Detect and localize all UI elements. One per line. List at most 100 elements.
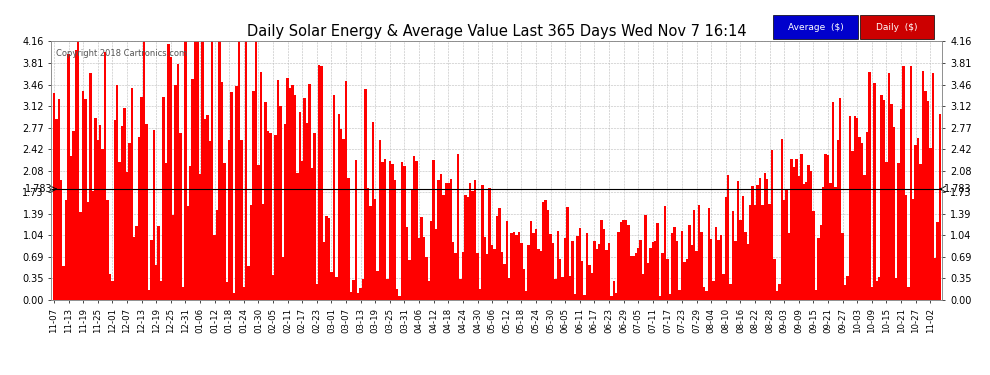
Bar	[316, 284, 318, 300]
Bar	[506, 221, 508, 300]
Bar	[326, 216, 328, 300]
Bar	[174, 85, 177, 300]
Bar	[469, 183, 471, 300]
Bar	[231, 92, 233, 300]
Bar	[318, 65, 321, 300]
Bar	[551, 243, 554, 300]
Bar	[289, 88, 291, 300]
Bar	[428, 281, 430, 300]
Bar	[710, 239, 713, 300]
Bar	[564, 238, 566, 300]
Bar	[825, 154, 827, 300]
Bar	[416, 161, 418, 300]
Bar	[530, 221, 533, 300]
Bar	[888, 73, 890, 300]
Bar	[883, 100, 885, 300]
Bar	[106, 200, 109, 300]
Bar	[700, 232, 703, 300]
Bar	[119, 162, 121, 300]
Bar	[573, 294, 576, 300]
Bar	[780, 139, 783, 300]
Bar	[262, 204, 264, 300]
Bar	[518, 232, 520, 300]
Bar	[403, 166, 406, 300]
Bar	[493, 249, 496, 300]
Bar	[898, 163, 900, 300]
Bar	[411, 190, 413, 300]
Bar	[591, 273, 593, 300]
Bar	[321, 66, 323, 300]
Bar	[642, 274, 644, 300]
Bar	[678, 290, 681, 300]
Bar	[651, 242, 654, 300]
Bar	[96, 140, 99, 300]
Bar	[832, 102, 835, 300]
Bar	[720, 235, 722, 300]
Bar	[104, 53, 106, 300]
Bar	[157, 226, 159, 300]
Bar	[623, 220, 625, 300]
Bar	[822, 187, 825, 300]
Bar	[79, 212, 82, 300]
Bar	[323, 242, 326, 300]
Bar	[900, 109, 902, 300]
Bar	[396, 289, 398, 300]
Bar	[827, 155, 830, 300]
Bar	[581, 261, 583, 300]
Bar	[525, 291, 528, 300]
Bar	[870, 286, 873, 300]
Bar	[267, 131, 269, 300]
Text: Average  ($): Average ($)	[788, 22, 843, 32]
Bar	[498, 208, 501, 300]
Bar	[52, 93, 55, 300]
Bar	[241, 140, 243, 300]
Bar	[284, 124, 286, 300]
Bar	[152, 129, 155, 300]
Bar	[376, 271, 379, 300]
Bar	[820, 225, 822, 300]
Bar	[778, 285, 780, 300]
Bar	[681, 231, 683, 300]
Bar	[598, 244, 601, 300]
Bar	[666, 259, 668, 300]
Bar	[454, 253, 456, 300]
Bar	[654, 241, 656, 300]
Bar	[191, 78, 194, 300]
Bar	[184, 41, 186, 300]
Bar	[695, 251, 698, 300]
Bar	[294, 95, 296, 300]
Bar	[196, 41, 199, 300]
Bar	[920, 165, 922, 300]
Bar	[559, 260, 561, 300]
Bar	[474, 180, 476, 300]
Bar	[795, 159, 798, 300]
Bar	[333, 95, 335, 300]
Bar	[742, 196, 744, 300]
Bar	[861, 142, 863, 300]
Bar	[259, 72, 262, 300]
Bar	[902, 66, 905, 300]
Bar	[352, 280, 354, 300]
Bar	[340, 129, 343, 300]
Bar	[177, 64, 179, 300]
Bar	[790, 159, 793, 300]
Bar	[398, 297, 401, 300]
Bar	[613, 281, 615, 300]
Bar	[74, 50, 77, 300]
Bar	[466, 197, 469, 300]
Bar	[583, 295, 586, 300]
Bar	[698, 205, 700, 300]
Bar	[391, 164, 393, 300]
Bar	[299, 112, 301, 300]
Bar	[735, 241, 737, 300]
Text: 1.783: 1.783	[25, 184, 52, 194]
Bar	[907, 287, 910, 300]
Bar	[257, 165, 259, 300]
Bar	[910, 66, 912, 300]
Bar	[593, 241, 596, 300]
Bar	[172, 214, 174, 300]
Bar	[343, 138, 345, 300]
Bar	[476, 253, 479, 300]
Bar	[301, 161, 304, 300]
Bar	[727, 175, 730, 300]
